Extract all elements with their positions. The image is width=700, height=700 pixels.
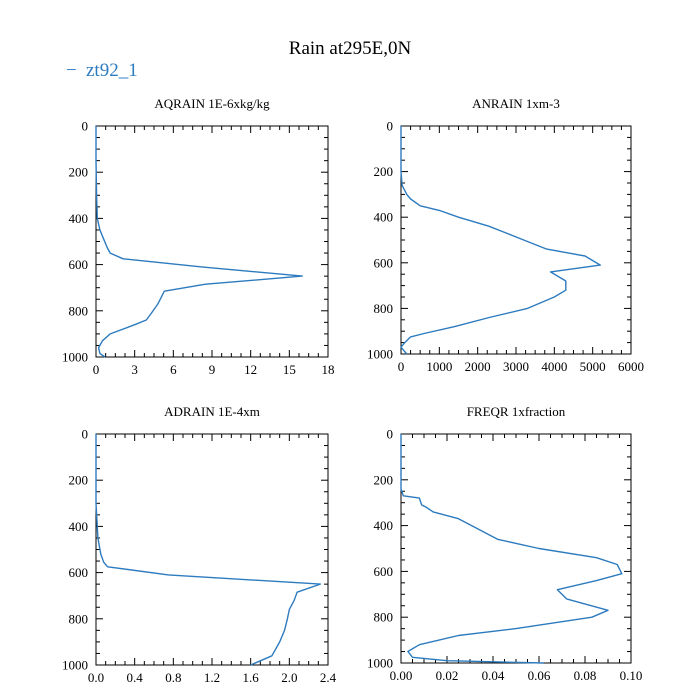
anrain-xtick-label: 4000 <box>541 359 567 374</box>
anrain-series-line <box>400 126 601 355</box>
anrain-ytick-label: 800 <box>374 301 394 316</box>
freqr-xtick-label: 0.10 <box>620 668 643 683</box>
adrain-xtick-label: 1.6 <box>243 670 260 685</box>
adrain-ytick-label: 0 <box>82 427 89 442</box>
aqrain-frame <box>95 125 329 358</box>
anrain-panel: ANRAIN 1xm-3 0 1000 2000 3000 4000 5000 6000 0 20… <box>367 96 644 374</box>
anrain-xtick-label: 2000 <box>465 359 491 374</box>
adrain-series-line <box>95 434 321 666</box>
anrain-frame <box>400 125 632 355</box>
freqr-ytick-label: 1000 <box>367 656 393 671</box>
anrain-ytick-label: 1000 <box>367 347 393 362</box>
freqr-series-line <box>400 434 623 664</box>
adrain-title: ADRAIN 1E-4xm <box>164 404 260 419</box>
aqrain-xtick-label: 3 <box>131 362 138 377</box>
aqrain-ytick-label: 400 <box>69 211 89 226</box>
aqrain-ytick-label: 200 <box>69 165 89 180</box>
adrain-ytick-label: 1000 <box>62 658 88 673</box>
aqrain-ytick-label: 600 <box>69 257 89 272</box>
aqrain-xtick-label: 15 <box>283 362 296 377</box>
anrain-xtick-label: 0 <box>398 359 405 374</box>
anrain-ytick-label: 400 <box>374 210 394 225</box>
adrain-ytick-label: 800 <box>69 611 89 626</box>
adrain-xtick-label: 2.0 <box>281 670 297 685</box>
freqr-xtick-label: 0.08 <box>574 668 597 683</box>
adrain-xtick-label: 1.2 <box>204 670 220 685</box>
anrain-ytick-label: 0 <box>387 119 394 134</box>
aqrain-title: AQRAIN 1E-6xkg/kg <box>154 96 270 111</box>
freqr-panel: FREQR 1xfraction 0.00 0.02 0.04 0.06 0.08 0.10… <box>367 404 642 683</box>
anrain-xtick-label: 3000 <box>503 359 529 374</box>
adrain-xtick-label: 0.4 <box>127 670 144 685</box>
adrain-ytick-label: 200 <box>69 473 89 488</box>
anrain-xtick-label: 1000 <box>426 359 452 374</box>
legend-label: zt92_1 <box>86 60 138 81</box>
anrain-ytick-label: 600 <box>374 255 394 270</box>
aqrain-xtick-label: 0 <box>93 362 100 377</box>
panels: AQRAIN 1E-6xkg/kg 0 3 6 9 12 15 18 0 200 400 600 800… <box>62 96 644 685</box>
freqr-ytick-label: 800 <box>374 610 394 625</box>
adrain-xtick-label: 0.0 <box>88 670 104 685</box>
aqrain-xtick-label: 9 <box>209 362 216 377</box>
freqr-xtick-label: 0.00 <box>390 668 413 683</box>
anrain-xtick-label: 6000 <box>618 359 644 374</box>
adrain-ytick-label: 400 <box>69 519 89 534</box>
freqr-xtick-label: 0.04 <box>482 668 505 683</box>
freqr-ytick-label: 0 <box>387 427 394 442</box>
aqrain-xtick-label: 12 <box>244 362 257 377</box>
aqrain-ytick-label: 1000 <box>62 350 88 365</box>
figure-title: Rain at295E,0N <box>289 38 412 59</box>
freqr-ytick-label: 200 <box>374 472 394 487</box>
freqr-xtick-label: 0.02 <box>436 668 459 683</box>
anrain-ytick-label: 200 <box>374 164 394 179</box>
anrain-xtick-label: 5000 <box>580 359 606 374</box>
freqr-xtick-label: 0.06 <box>528 668 551 683</box>
aqrain-series-line <box>95 126 303 358</box>
freqr-title: FREQR 1xfraction <box>467 404 566 419</box>
aqrain-xtick-label: 18 <box>322 362 335 377</box>
freqr-ytick-label: 400 <box>374 518 394 533</box>
adrain-xtick-label: 2.4 <box>320 670 337 685</box>
adrain-ytick-label: 600 <box>69 565 89 580</box>
anrain-title: ANRAIN 1xm-3 <box>472 96 560 111</box>
aqrain-ytick-label: 800 <box>69 303 89 318</box>
adrain-panel: ADRAIN 1E-4xm 0.0 0.4 0.8 1.2 1.6 2.0 2.4 0 200 40… <box>62 404 337 685</box>
freqr-ytick-label: 600 <box>374 564 394 579</box>
aqrain-ytick-label: 0 <box>82 119 89 134</box>
legend-marker: − <box>66 60 77 81</box>
aqrain-panel: AQRAIN 1E-6xkg/kg 0 3 6 9 12 15 18 0 200 400 600 800… <box>62 96 335 377</box>
adrain-frame <box>95 433 329 666</box>
adrain-xtick-label: 0.8 <box>165 670 181 685</box>
aqrain-xtick-label: 6 <box>170 362 177 377</box>
